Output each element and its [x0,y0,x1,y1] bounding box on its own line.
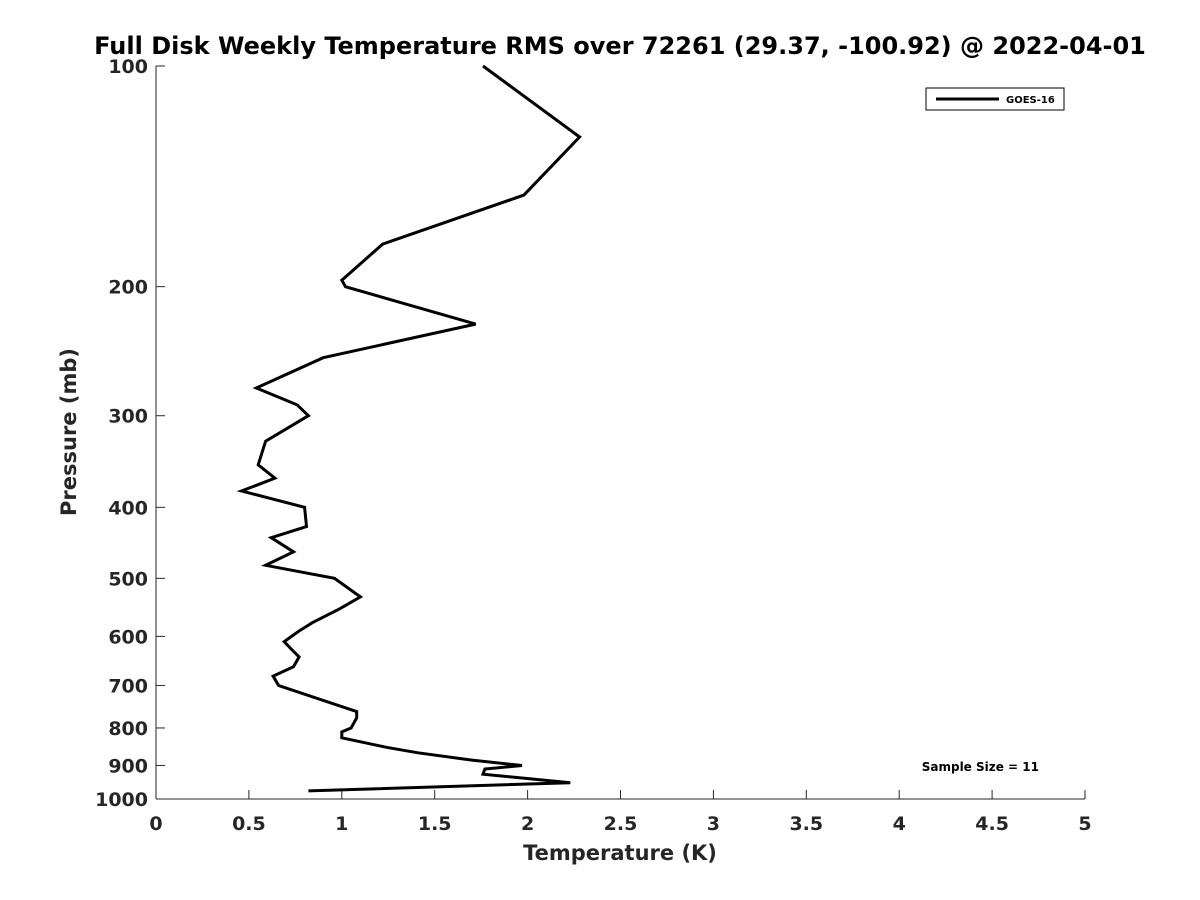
y-tick-label: 300 [108,406,148,428]
x-axis-ticks: 0 0.5 1 1.5 2 2.5 3 3.5 4 4.5 5 [149,790,1092,835]
y-tick-label: 500 [108,568,148,590]
x-tick-label: 5 [1078,813,1091,835]
sample-size-annotation: Sample Size = 11 [922,760,1039,774]
series-lines [236,64,582,793]
y-tick-label: 200 [108,277,148,299]
x-tick-label: 1 [335,813,348,835]
x-axis-label: Temperature (K) [523,841,717,865]
y-tick-label: 1000 [95,789,148,811]
y-axis-label: Pressure (mb) [57,348,81,516]
x-tick-label: 1.5 [418,813,452,835]
y-tick-label: 800 [108,718,148,740]
series-line-0 [236,64,582,793]
y-tick-label: 100 [108,56,148,78]
x-tick-label: 4.5 [975,813,1009,835]
x-tick-label: 0 [149,813,162,835]
x-tick-label: 3 [707,813,720,835]
chart-title: Full Disk Weekly Temperature RMS over 72… [94,32,1146,60]
x-tick-label: 3.5 [789,813,823,835]
x-tick-label: 2 [521,813,534,835]
x-tick-label: 2.5 [604,813,638,835]
y-tick-label: 700 [108,675,148,697]
y-tick-label: 600 [108,626,148,648]
y-tick-label: 900 [108,755,148,777]
y-tick-label: 400 [108,497,148,519]
x-tick-label: 4 [893,813,906,835]
legend-label: GOES-16 [1006,95,1055,106]
x-tick-label: 0.5 [232,813,266,835]
legend: GOES-16 [925,87,1065,111]
y-axis-ticks: 100 200 300 400 500 600 700 800 900 1000 [95,56,165,811]
